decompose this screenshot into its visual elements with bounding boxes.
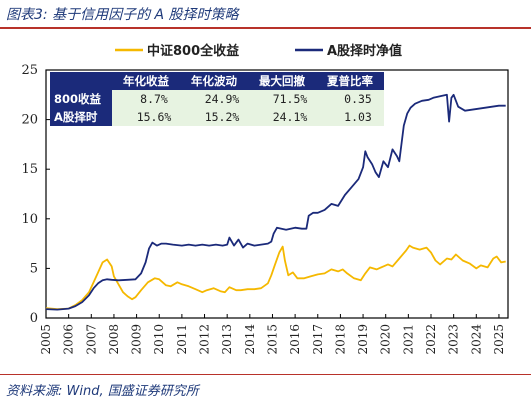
x-tick-label: 2018 [333,324,347,355]
series-line-csi800 [45,244,506,311]
table-row-label: 800收益 [54,92,102,106]
table-row-label: A股择时 [54,110,98,124]
table-cell: 24.9% [205,92,240,106]
x-tick-label: 2023 [447,324,461,355]
x-tick-label: 2009 [130,324,144,355]
chart-legend: 中证800全收益 A股择时净值 [115,43,402,59]
figure-title: 图表3: 基于信用因子的 A 股择时策略 [6,7,239,23]
chart-series [45,93,506,311]
y-tick-label: 15 [21,162,38,177]
x-tick-label: 2005 [39,324,53,355]
table-cell: 71.5% [273,92,308,106]
x-tick-label: 2013 [220,324,234,355]
table-column-header: 夏普比率 [327,74,373,88]
legend-label: 中证800全收益 [147,43,239,59]
table-cell: 8.7% [140,92,168,106]
table-row-bg [112,108,384,126]
x-tick-label: 2014 [243,324,257,355]
table-row-label-bg [50,90,112,108]
table-cell: 1.03 [344,110,372,124]
x-tick-label: 2010 [152,324,166,355]
table-row-bg [112,90,384,108]
x-tick-label: 2006 [62,324,76,355]
x-tick-label: 2016 [288,324,302,355]
x-tick-label: 2011 [175,324,189,355]
x-tick-label: 2025 [492,324,506,355]
x-tick-label: 2012 [198,324,212,355]
table-header-bg [50,72,384,90]
x-tick-label: 2017 [311,324,325,355]
source-note: 资料来源: Wind, 国盛证券研究所 [6,384,199,399]
x-tick-label: 2024 [469,324,483,355]
table-cell: 15.2% [205,110,240,124]
source-rule [0,374,531,375]
table-cell: 0.35 [344,92,372,106]
stats-table: 年化收益 年化波动 最大回撤 夏普比率 800收益 8.7% 24.9% 71.5% 0.35 A… [50,72,384,126]
plot-frame [45,69,509,319]
table-cell: 24.1% [273,110,308,124]
table-cell: 15.6% [137,110,172,124]
x-tick-label: 2022 [424,324,438,355]
series-line-timing [45,93,506,311]
title-rule [0,27,531,29]
table-column-header: 年化收益 [123,74,169,88]
x-tick-label: 2008 [107,324,121,355]
x-tick-label: 2020 [379,324,393,355]
y-tick-label: 20 [21,113,38,128]
x-tick-label: 2007 [84,324,98,355]
x-tick-label: 2019 [356,324,370,355]
y-tick-label: 25 [21,63,38,78]
y-tick-label: 5 [30,261,38,276]
table-column-header: 年化波动 [191,74,237,88]
legend-label: A股择时净值 [327,43,402,59]
x-tick-label: 2021 [401,324,415,355]
x-tick-label: 2015 [265,324,279,355]
y-tick-label: 10 [21,212,38,227]
table-column-header: 最大回撤 [259,74,305,88]
y-tick-label: 0 [30,311,38,326]
table-row-label-bg [50,108,112,126]
